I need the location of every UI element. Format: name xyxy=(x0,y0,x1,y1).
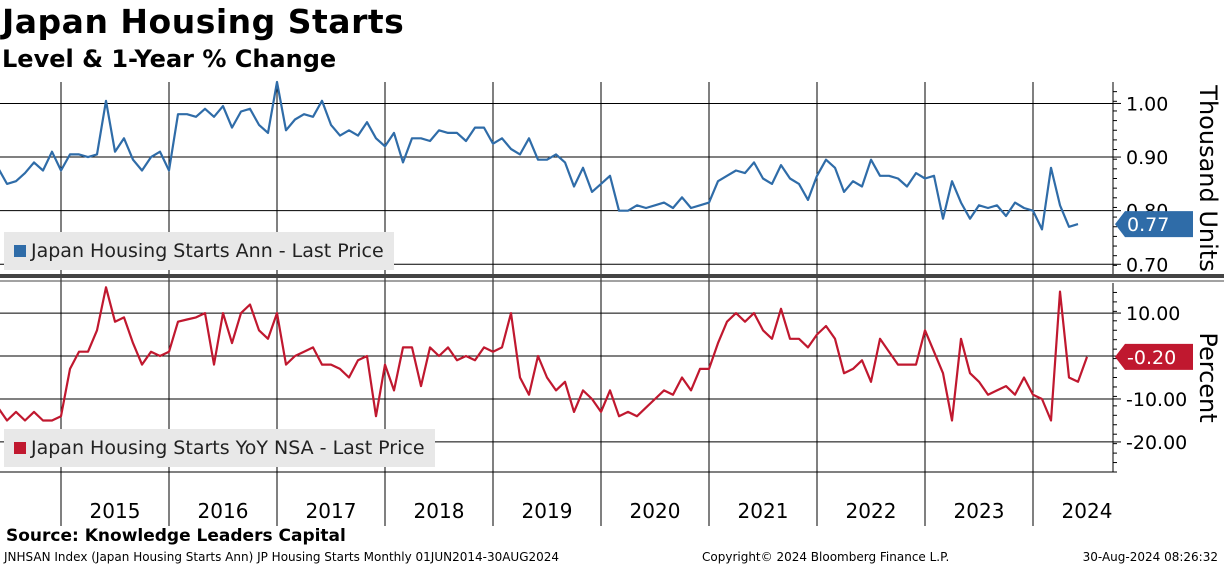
y-tick-label: 0.90 xyxy=(1126,147,1168,169)
y-tick-label: -10.00 xyxy=(1126,389,1187,411)
footer-timestamp: 30-Aug-2024 08:26:32 xyxy=(1082,550,1218,564)
chart-subtitle: Level & 1-Year % Change xyxy=(2,45,337,73)
last-value-bg xyxy=(1115,211,1193,238)
x-tick-label: 2024 xyxy=(1062,499,1113,523)
x-tick-label: 2015 xyxy=(90,499,141,523)
series-level-line xyxy=(0,80,1079,231)
x-tick-label: 2022 xyxy=(846,499,897,523)
y-axis-title: Thousand Units xyxy=(1194,84,1222,271)
last-value-bg xyxy=(1115,343,1193,370)
panel-divider xyxy=(0,274,1224,278)
legend-label-yoy: Japan Housing Starts YoY NSA - Last Pric… xyxy=(31,437,425,459)
footer-ticker: JNHSAN Index (Japan Housing Starts Ann) … xyxy=(4,550,560,564)
source-note: Source: Knowledge Leaders Capital xyxy=(6,526,346,546)
x-tick-label: 2016 xyxy=(198,499,249,523)
x-tick-label: 2019 xyxy=(522,499,573,523)
y-tick-label: 10.00 xyxy=(1126,303,1180,325)
chart-title: Japan Housing Starts xyxy=(2,2,405,41)
x-tick-label: 2017 xyxy=(306,499,357,523)
y-tick-label: -20.00 xyxy=(1126,432,1187,454)
x-tick-label: 2021 xyxy=(738,499,789,523)
last-value-label: 0.77 xyxy=(1127,214,1169,236)
legend-swatch-level xyxy=(14,245,26,257)
legend-label-level: Japan Housing Starts Ann - Last Price xyxy=(31,240,384,262)
footer-copyright: Copyright© 2024 Bloomberg Finance L.P. xyxy=(702,550,950,564)
legend-level: Japan Housing Starts Ann - Last Price xyxy=(4,232,394,270)
y-tick-label: 0.70 xyxy=(1126,254,1168,276)
legend-yoy: Japan Housing Starts YoY NSA - Last Pric… xyxy=(4,429,435,467)
series-yoy-line xyxy=(0,286,1089,422)
last-value-tag-level: 0.77 xyxy=(1115,211,1193,238)
last-value-label: -0.20 xyxy=(1127,347,1176,369)
y-tick-label: 1.00 xyxy=(1126,93,1168,115)
legend-swatch-yoy xyxy=(14,442,26,454)
y-axis-title: Percent xyxy=(1194,332,1222,422)
last-value-tag-yoy: -0.20 xyxy=(1115,343,1193,370)
x-tick-label: 2020 xyxy=(630,499,681,523)
x-tick-label: 2018 xyxy=(414,499,465,523)
x-tick-label: 2023 xyxy=(954,499,1005,523)
